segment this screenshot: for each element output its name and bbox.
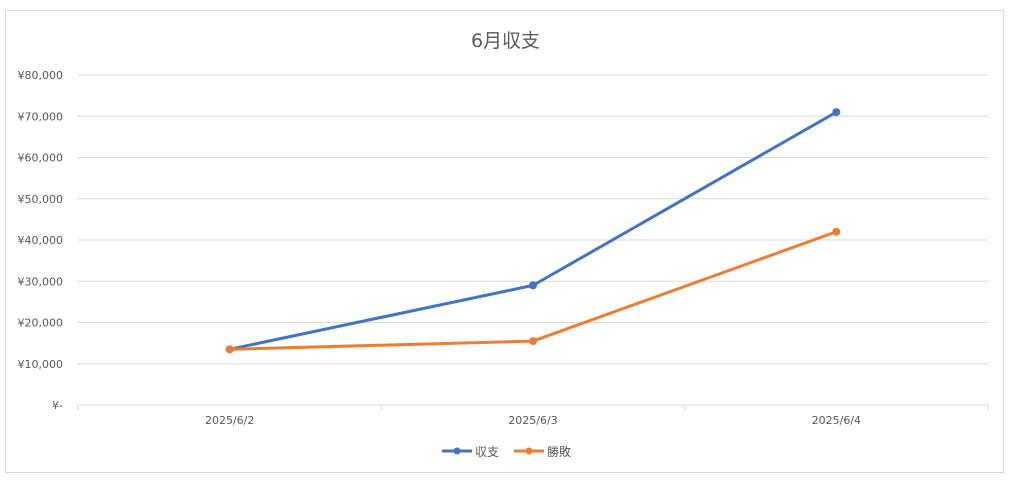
legend-label: 収支 (475, 445, 499, 459)
data-point (832, 227, 841, 236)
chart-frame (5, 10, 1004, 473)
x-tick-label: 2025/6/3 (508, 414, 557, 427)
data-point (225, 345, 234, 354)
y-tick-label: ¥30,000 (18, 275, 64, 288)
legend-marker-1 (525, 447, 533, 455)
series-line-0 (228, 110, 838, 351)
y-tick-label: ¥10,000 (18, 358, 64, 371)
x-tick-label: 2025/6/4 (812, 414, 861, 427)
data-point (832, 108, 841, 117)
legend-label: 勝敗 (547, 444, 571, 459)
y-tick-label: ¥60,000 (18, 152, 64, 165)
series-line-1 (228, 230, 838, 351)
y-tick-label: ¥- (52, 399, 63, 412)
data-point (529, 337, 537, 346)
x-tick-label: 2025/6/2 (205, 414, 254, 427)
y-tick-label: ¥40,000 (18, 234, 64, 247)
data-point (529, 281, 537, 290)
y-tick-label: ¥20,000 (18, 317, 64, 330)
y-tick-label: ¥50,000 (18, 193, 64, 206)
y-tick-label: ¥70,000 (18, 110, 64, 123)
chart-title: 6月収支 (470, 30, 541, 52)
legend-marker-0 (453, 447, 461, 455)
y-tick-label: ¥80,000 (18, 69, 64, 82)
